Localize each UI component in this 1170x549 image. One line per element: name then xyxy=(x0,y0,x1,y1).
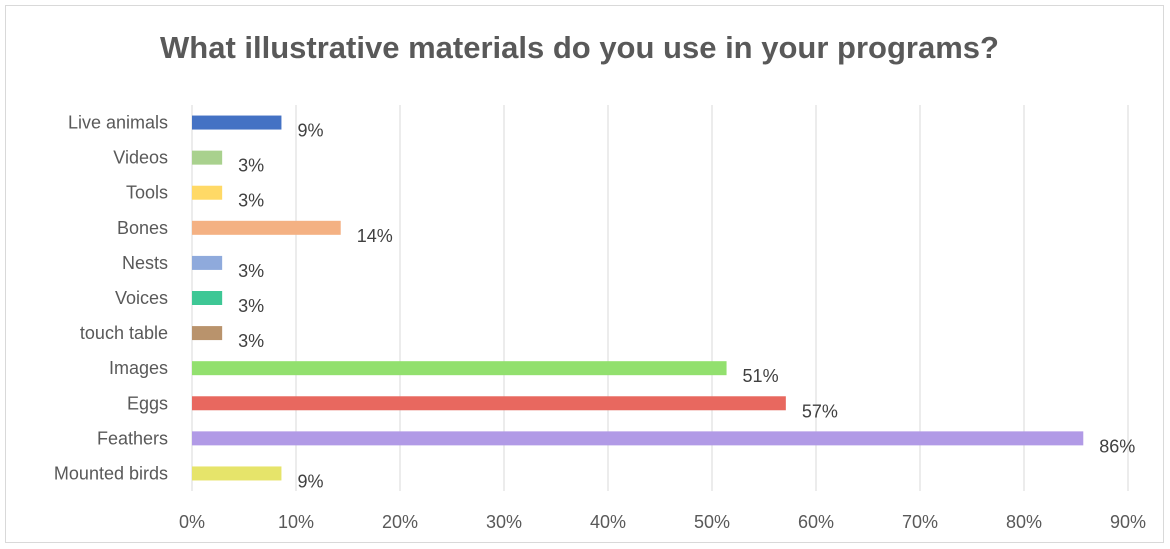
data-label: 86% xyxy=(1099,436,1135,456)
category-label: Nests xyxy=(122,253,168,273)
category-label: Tools xyxy=(126,183,168,203)
category-label: Live animals xyxy=(68,113,168,133)
x-tick-label: 20% xyxy=(382,512,418,532)
category-label: touch table xyxy=(80,323,168,343)
x-tick-label: 60% xyxy=(798,512,834,532)
x-tick-labels: 0% 10% 20% 30% 40% 50% 60% 70% 80% 90% xyxy=(179,512,1146,532)
chart-frame xyxy=(5,5,1164,543)
data-label: 3% xyxy=(238,296,264,316)
bar xyxy=(192,466,282,481)
bar xyxy=(192,431,1084,446)
x-tick-label: 40% xyxy=(590,512,626,532)
category-label: Feathers xyxy=(97,428,168,448)
bar xyxy=(192,396,786,411)
data-label: 9% xyxy=(297,471,323,491)
x-tick-label: 10% xyxy=(278,512,314,532)
category-label: Videos xyxy=(113,148,168,168)
x-tick-label: 30% xyxy=(486,512,522,532)
x-tick-label: 80% xyxy=(1006,512,1042,532)
category-label: Voices xyxy=(115,288,168,308)
x-tick-label: 90% xyxy=(1110,512,1146,532)
data-label: 57% xyxy=(802,401,838,421)
category-label: Mounted birds xyxy=(54,463,168,483)
category-labels: Live animals Videos Tools Bones Nests Voices t… xyxy=(54,113,168,484)
x-tick-label: 50% xyxy=(694,512,730,532)
data-label: 3% xyxy=(238,191,264,211)
x-tick-label: 0% xyxy=(179,512,205,532)
bar xyxy=(192,185,223,200)
bar xyxy=(192,291,223,305)
bar xyxy=(192,150,223,165)
data-label: 9% xyxy=(297,121,323,141)
gridlines xyxy=(191,105,1129,491)
x-tick-label: 70% xyxy=(902,512,938,532)
data-label: 3% xyxy=(238,261,264,281)
bar xyxy=(192,115,282,130)
data-labels: 9% 3% 3% 14% 3% 3% 3% 51% 57% 86% 9% xyxy=(238,121,1135,492)
chart-title: What illustrative materials do you use i… xyxy=(160,30,999,65)
bar xyxy=(192,361,727,376)
category-label: Bones xyxy=(117,218,168,238)
data-label: 51% xyxy=(743,366,779,386)
category-label: Eggs xyxy=(127,393,168,413)
data-label: 14% xyxy=(357,226,393,246)
data-label: 3% xyxy=(238,331,264,351)
bar xyxy=(192,220,341,235)
bars xyxy=(192,115,1084,481)
data-label: 3% xyxy=(238,156,264,176)
bar xyxy=(192,255,223,270)
category-label: Images xyxy=(109,358,168,378)
bar xyxy=(192,326,223,341)
